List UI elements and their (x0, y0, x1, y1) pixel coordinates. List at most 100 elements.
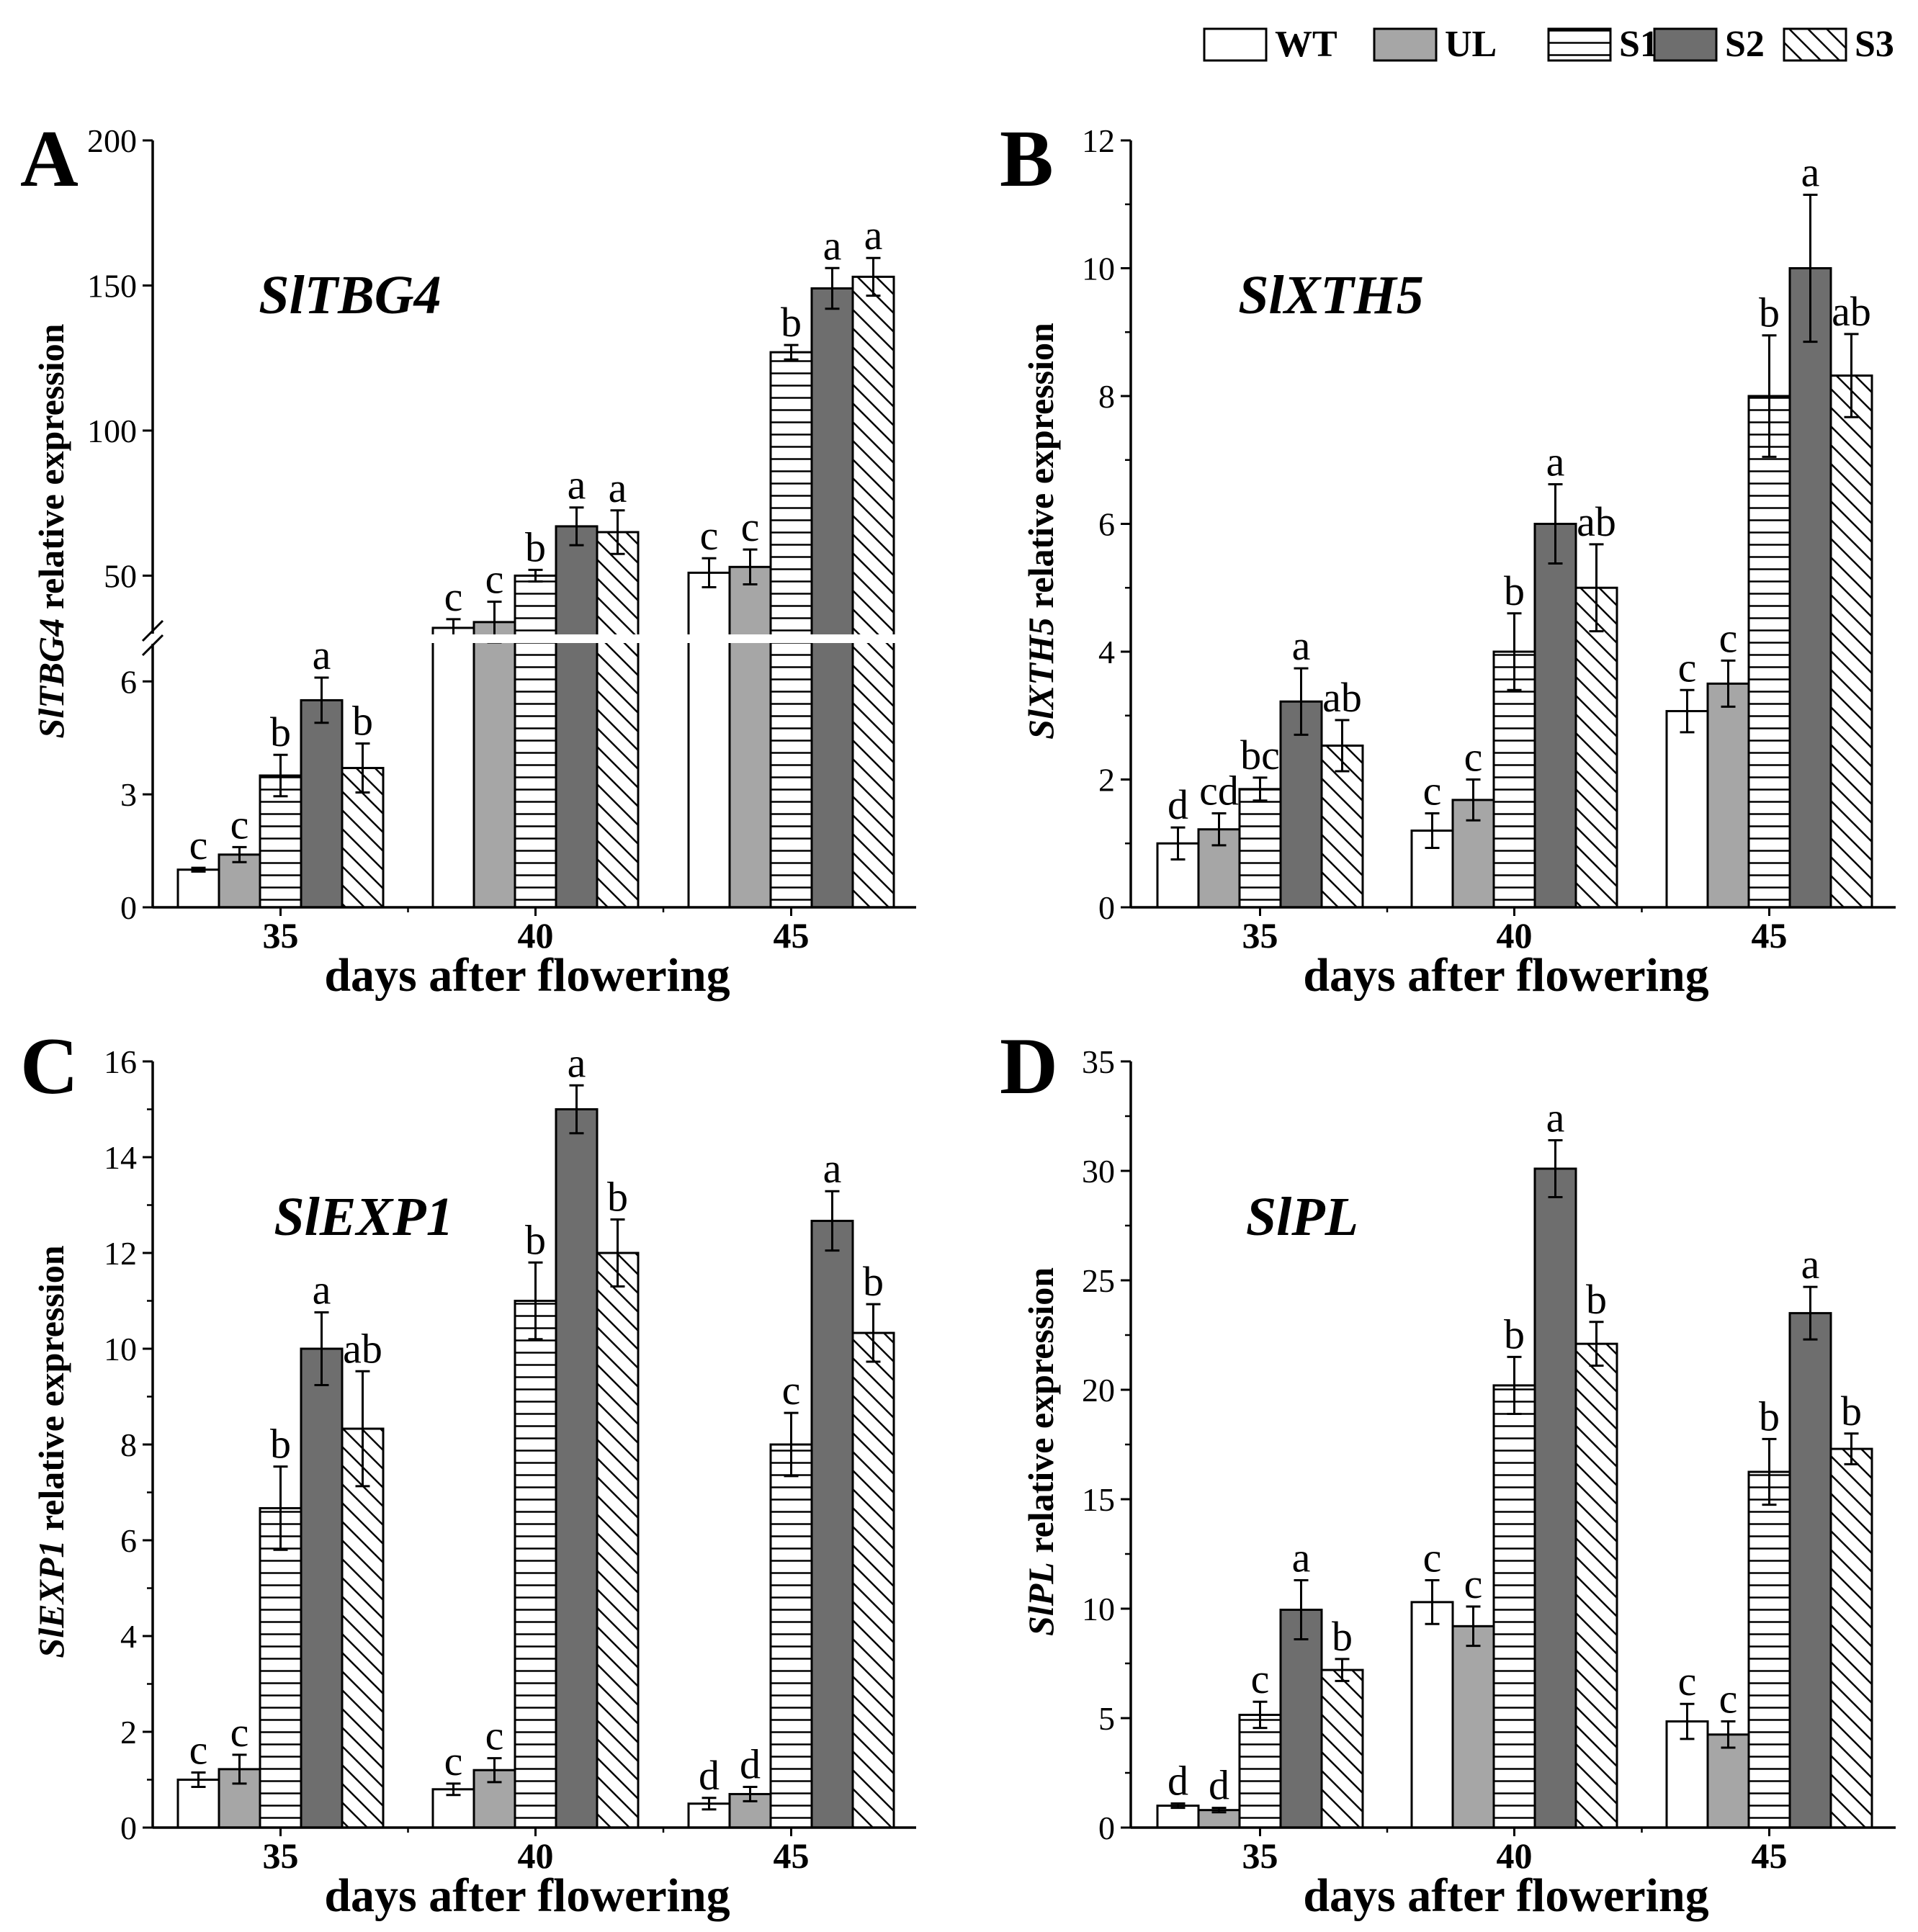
x-tick-label: 45 (774, 915, 810, 956)
legend-label-s2: S2 (1725, 24, 1765, 65)
error-bar (273, 1465, 288, 1551)
bar-b-45-s3 (1829, 374, 1873, 909)
x-axis-label: days after flowering (1303, 1869, 1708, 1922)
significance-letter: b (1759, 289, 1780, 336)
error-bar (314, 676, 329, 724)
error-bar (1844, 1432, 1859, 1465)
bar-d-40-ul (1451, 1625, 1495, 1829)
gene-title: SlXTH5 (1238, 265, 1424, 325)
error-bar (1589, 1321, 1604, 1367)
x-tick-label: 45 (1752, 915, 1788, 956)
x-axis-label: days after flowering (1303, 949, 1708, 1002)
significance-letter: c (230, 1709, 249, 1756)
error-bar (569, 1084, 584, 1135)
y-axis-label-rest: relative expression (1021, 1267, 1061, 1562)
bar-d-40-s2 (1533, 1167, 1577, 1829)
gene-title: SlPL (1246, 1187, 1358, 1247)
error-bar (866, 256, 881, 297)
significance-letter: b (1504, 1311, 1525, 1357)
y-axis-label: SlXTH5 relative expression (1021, 323, 1061, 740)
y-tick-label: 150 (87, 267, 137, 304)
y-tick-label: 12 (104, 1235, 137, 1272)
significance-letter: ab (1832, 288, 1871, 335)
significance-letter: ab (1577, 498, 1616, 545)
error-bar (1335, 1658, 1350, 1682)
bar-a-40-s3 (596, 531, 640, 909)
bar-a-45-s1 (769, 351, 813, 909)
significance-letter: a (568, 462, 586, 508)
axis-break-gap (131, 634, 938, 643)
bar-a-45-s2 (810, 287, 854, 909)
bar-d-40-wt (1410, 1601, 1454, 1829)
significance-letter: c (485, 556, 504, 603)
bar-c-35-s1 (259, 1506, 303, 1829)
y-tick-label: 4 (1098, 634, 1115, 670)
y-tick-label: 10 (1082, 251, 1115, 287)
y-axis-label-rest: relative expression (31, 323, 71, 618)
gene-title: SlTBG4 (259, 265, 441, 325)
significance-letter: c (700, 512, 719, 559)
error-bar (702, 1797, 717, 1811)
significance-letter: a (568, 1039, 586, 1086)
y-tick-label: 6 (120, 663, 137, 700)
panel-letter: B (1000, 114, 1054, 204)
panel-letter: C (20, 1022, 79, 1111)
significance-letter: c (1464, 734, 1483, 781)
y-tick-label: 8 (1098, 378, 1115, 415)
error-bar (1803, 1285, 1818, 1341)
significance-letter: c (741, 503, 760, 550)
bar-d-35-s2 (1279, 1609, 1323, 1829)
error-bar (232, 845, 247, 863)
error-bar (825, 1190, 840, 1252)
significance-letter: a (1546, 1094, 1565, 1141)
significance-letter: d (699, 1752, 720, 1799)
significance-letter: ab (1322, 674, 1362, 721)
error-bar (1589, 543, 1604, 633)
error-bar (569, 506, 584, 547)
error-bar (1721, 1720, 1736, 1749)
error-bar (866, 1303, 881, 1363)
gene-title: SlEXP1 (274, 1187, 453, 1247)
error-bar (1252, 776, 1268, 802)
legend-swatch-ul (1373, 27, 1438, 62)
bar-d-45-s3 (1829, 1447, 1873, 1829)
bar-b-45-ul (1706, 682, 1750, 909)
bar-c-45-s3 (851, 1331, 895, 1829)
significance-letter: c (485, 1712, 504, 1759)
significance-letter: a (1801, 1241, 1820, 1288)
significance-letter: cd (1199, 768, 1239, 814)
error-bar (1335, 719, 1350, 773)
y-tick-label: 3 (120, 776, 137, 813)
bar-b-40-s1 (1492, 650, 1536, 909)
y-axis-label-rest: relative expression (1021, 323, 1061, 617)
significance-letter: bc (1240, 732, 1280, 778)
y-tick-label: 16 (104, 1043, 137, 1080)
bar-a-45-wt (687, 571, 731, 909)
legend-swatch-s2 (1653, 27, 1718, 62)
y-tick-label: 6 (1098, 506, 1115, 543)
bar-b-45-s2 (1788, 267, 1832, 909)
y-axis-label-gene: SlTBG4 (31, 619, 71, 739)
legend-label-wt: WT (1275, 24, 1337, 65)
y-tick-label: 2 (1098, 762, 1115, 799)
significance-letter: c (230, 801, 249, 848)
bar-a-35-wt (176, 868, 220, 909)
error-bar (1466, 1605, 1481, 1648)
legend-swatch-wt (1203, 27, 1268, 62)
bar-d-40-s3 (1574, 1342, 1618, 1829)
significance-letter: b (607, 1173, 628, 1220)
y-tick-label: 100 (87, 413, 137, 449)
y-tick-label: 0 (120, 889, 137, 926)
error-bar (355, 742, 370, 794)
bar-c-35-ul (218, 1768, 261, 1829)
bar-b-45-wt (1665, 710, 1709, 909)
error-bar (610, 509, 625, 555)
error-bar (1680, 688, 1695, 734)
error-bar (1548, 1138, 1563, 1198)
y-tick-label: 2 (120, 1714, 137, 1751)
significance-letter: b (781, 299, 802, 346)
x-tick-label: 35 (1242, 1836, 1278, 1876)
